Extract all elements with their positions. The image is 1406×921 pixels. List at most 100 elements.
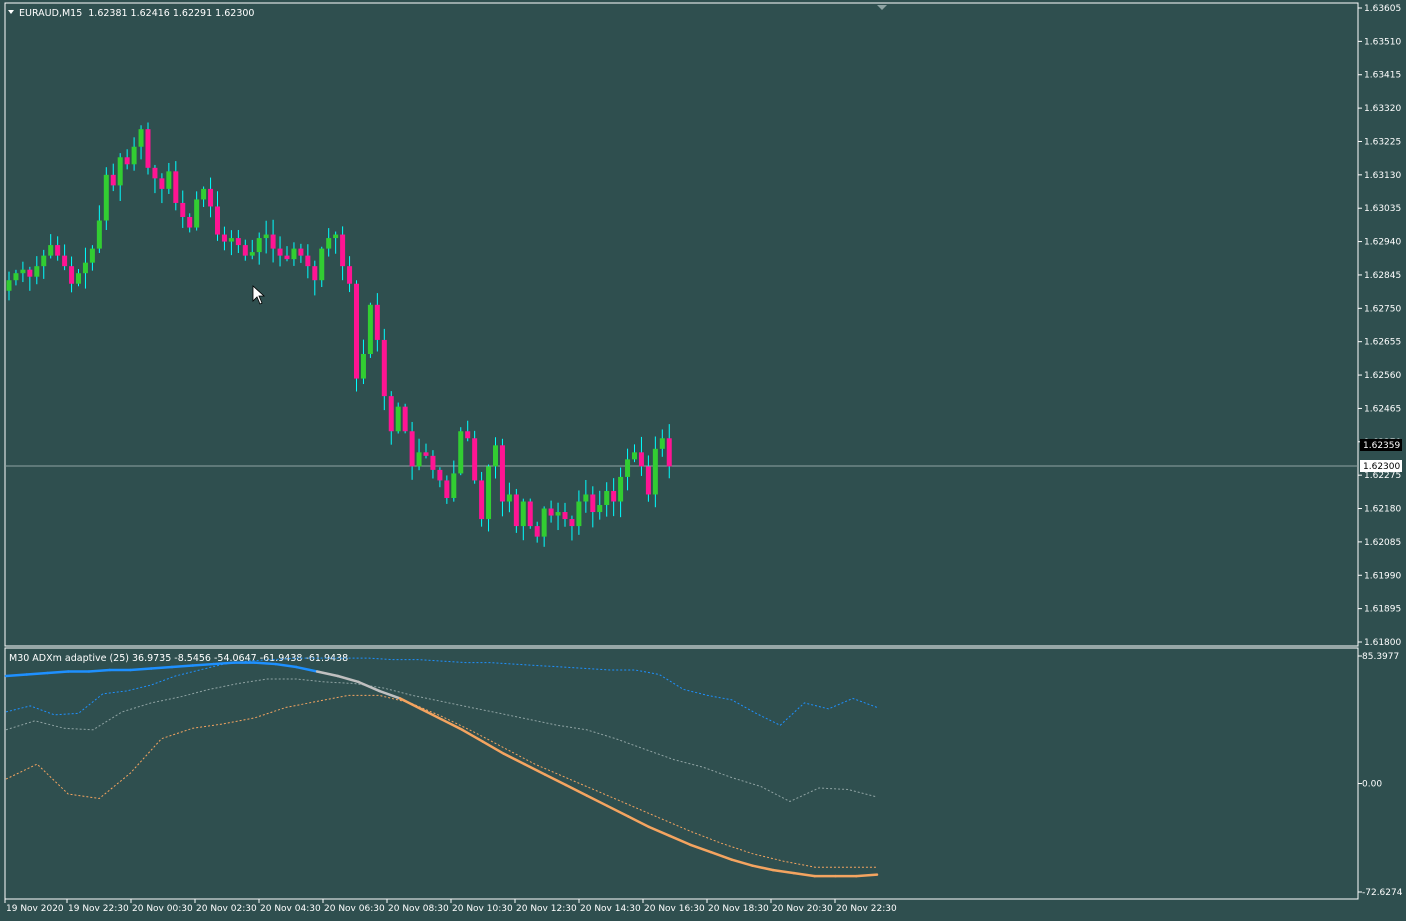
- collapse-triangle-icon[interactable]: [8, 10, 14, 14]
- bear-candle: [388, 396, 394, 432]
- adx-main-segment: [378, 689, 402, 700]
- adx-main-segment: [730, 858, 754, 867]
- time-tick-label: 19 Nov 2020: [6, 904, 64, 914]
- bull-candle: [103, 174, 109, 221]
- chart-shift-marker-icon[interactable]: [877, 5, 887, 10]
- bear-candle: [430, 455, 436, 470]
- bull-candle: [34, 266, 40, 277]
- bear-candle: [152, 167, 158, 179]
- bear-candle: [347, 266, 353, 284]
- indicator-axis: 85.3977 0.00 -72.6274: [1358, 652, 1403, 898]
- bull-candle: [395, 406, 401, 432]
- bull-candle: [82, 262, 88, 274]
- adx-main-segment: [647, 825, 671, 838]
- bull-candle: [451, 473, 457, 498]
- time-tick-label: 19 Nov 22:30: [68, 904, 129, 914]
- current-price-box: [1360, 460, 1402, 472]
- bull-candle: [333, 234, 339, 239]
- bull-candle: [597, 505, 603, 513]
- price-tick-label: 1.62085: [1364, 538, 1401, 548]
- time-tick-label: 20 Nov 14:30: [580, 904, 641, 914]
- bull-candle: [291, 248, 297, 260]
- adx-indicator-lines: [4, 657, 879, 878]
- bear-candle: [562, 512, 568, 520]
- bull-candle: [486, 466, 492, 520]
- adx-main-segment: [585, 794, 609, 808]
- price-tick-label: 1.62845: [1364, 271, 1401, 281]
- bear-candle: [124, 157, 130, 165]
- bull-candle: [520, 501, 526, 527]
- bear-candle: [527, 501, 533, 527]
- bull-candle: [541, 508, 547, 537]
- bear-candle: [590, 494, 596, 513]
- time-tick-label: 20 Nov 20:30: [772, 904, 833, 914]
- bear-candle: [159, 178, 165, 189]
- bear-candle: [110, 174, 116, 186]
- bear-candle: [381, 339, 387, 397]
- bull-candle: [76, 273, 81, 284]
- adx-main-segment: [751, 864, 775, 872]
- price-panel-frame: [4, 2, 1359, 647]
- chart-symbol-title: EURAUD,M15 1.62381 1.62416 1.62291 1.6230…: [19, 8, 254, 19]
- adx-main-segment: [543, 773, 568, 787]
- bear-candle: [180, 202, 186, 217]
- bear-candle: [638, 452, 644, 467]
- bear-candle: [277, 248, 283, 256]
- bull-candle: [506, 494, 512, 502]
- price-tick-label: 1.63415: [1364, 71, 1401, 81]
- adx-main-segment: [170, 664, 194, 669]
- adx-main-segment: [772, 868, 796, 875]
- bear-candle: [242, 245, 248, 256]
- price-tick-label: 1.63510: [1364, 37, 1401, 47]
- adx-main-segment: [336, 674, 360, 684]
- bull-candle: [625, 459, 631, 477]
- bear-candle: [270, 234, 276, 249]
- adx-main-segment: [440, 718, 464, 732]
- bull-candle: [166, 171, 172, 189]
- adx-main-segment: [564, 783, 588, 797]
- bull-candle: [41, 255, 47, 267]
- price-tick-label: 1.61895: [1364, 605, 1401, 615]
- bear-candle: [235, 238, 241, 246]
- bull-candle: [13, 273, 19, 281]
- adx-main-segment: [4, 673, 28, 678]
- price-tick-label: 1.62465: [1364, 404, 1401, 414]
- bull-candle: [263, 234, 269, 239]
- time-tick-label: 20 Nov 18:30: [708, 904, 769, 914]
- bull-candle: [96, 220, 102, 249]
- indicator-header: M30 ADXm adaptive (25) 36.9735 -8.5456 -…: [9, 653, 348, 664]
- adx-main-segment: [689, 843, 713, 854]
- bear-candle: [340, 234, 346, 267]
- bull-candle: [131, 146, 137, 165]
- bear-candle: [423, 452, 429, 456]
- bear-candle: [479, 480, 485, 520]
- bear-candle: [437, 469, 443, 481]
- adx-main-segment: [523, 762, 547, 776]
- adx-upper-line: [5, 657, 878, 726]
- time-tick-label: 20 Nov 00:30: [132, 904, 193, 914]
- bear-candle: [402, 406, 408, 432]
- bull-candle: [652, 448, 658, 495]
- bull-candle: [618, 476, 624, 502]
- bull-candle: [48, 245, 54, 256]
- bear-candle: [645, 466, 651, 495]
- bull-candle: [20, 269, 26, 274]
- time-axis: 19 Nov 2020 19 Nov 22:30 20 Nov 00:30 20 No…: [4, 899, 897, 914]
- adx-main-segment: [709, 850, 734, 861]
- bear-candle: [666, 438, 672, 467]
- adx-lower-line: [5, 694, 877, 868]
- adx-main-segment: [419, 707, 443, 721]
- price-tick-label: 1.63605: [1364, 4, 1401, 14]
- adx-main-segment: [129, 667, 153, 672]
- bull-candle: [89, 248, 95, 263]
- adx-main-segment: [253, 661, 277, 666]
- adx-main-segment: [792, 871, 817, 878]
- bear-candle: [611, 490, 617, 502]
- bear-candle: [513, 494, 519, 527]
- bear-candle: [499, 445, 505, 502]
- adx-main-segment: [212, 661, 236, 666]
- bull-candle: [659, 438, 665, 449]
- bear-candle: [305, 255, 311, 267]
- adx-main-segment: [460, 728, 485, 743]
